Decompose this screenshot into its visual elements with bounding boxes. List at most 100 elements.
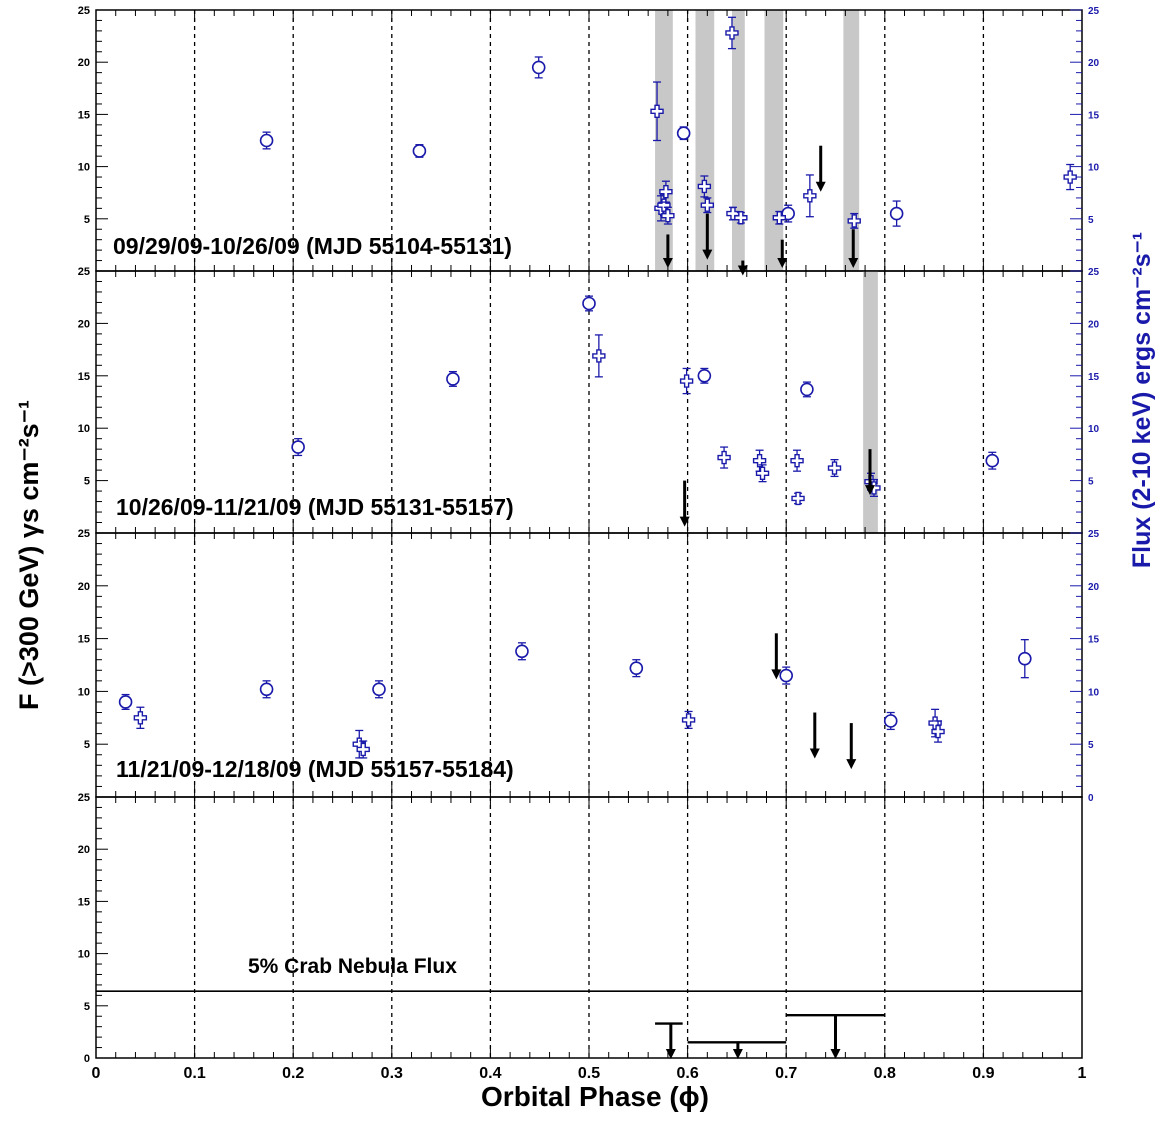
panel-2-xray-point-6 — [790, 453, 804, 468]
panel-4-ytick-label-left: 10 — [78, 949, 90, 961]
panel-4-ytick-label-left: 5 — [84, 1001, 90, 1013]
panel-1-vhe-point-6 — [889, 206, 904, 221]
x-tick-label-1: 0.1 — [183, 1065, 205, 1082]
panel-2-band-1 — [863, 271, 878, 533]
panel-label-4: 5% Crab Nebula Flux — [248, 955, 457, 978]
panel-1-upper-limit-2-head — [702, 249, 713, 260]
panel-2-ytick-label-right: 15 — [1088, 372, 1100, 383]
panel-3-ytick-label-right-zero: 0 — [1088, 793, 1094, 804]
panel-2-ytick-label-right: 5 — [1088, 477, 1094, 488]
x-tick-label-9: 0.9 — [972, 1065, 994, 1082]
panel-3-vhe-point-5 — [629, 661, 644, 675]
panel-3-ytick-label-left: 20 — [78, 581, 90, 593]
panel-3-ytick-label-right: 20 — [1088, 582, 1100, 593]
panel-2-ytick-label-right: 10 — [1088, 424, 1100, 435]
panel-3-xray-point-3 — [356, 742, 370, 757]
panel-1-band-3 — [731, 10, 745, 271]
panel-4-ytick-label-left: 25 — [78, 792, 90, 804]
panel-3-xray-point-1 — [133, 711, 148, 725]
panel-1-xray-point-8 — [725, 26, 739, 40]
panel-3-ytick-label-left: 5 — [84, 739, 90, 751]
panel-1-xray-point-14 — [1063, 170, 1077, 184]
x-tick-label-2: 0.2 — [282, 1065, 304, 1082]
x-tick-label-5: 0.5 — [578, 1065, 600, 1082]
panel-1-ytick-label-left: 5 — [84, 214, 90, 226]
panel-4-ytick-label-left: 15 — [78, 896, 90, 908]
panel-1-upper-limit-5-head — [815, 181, 826, 192]
panel-2-xray-point-5 — [755, 466, 770, 480]
combined-limit-3-head — [830, 1049, 841, 1059]
panel-1-ytick-label-right: 20 — [1088, 58, 1100, 69]
panel-1-band-2 — [695, 10, 715, 271]
panel-2-xray-point-3 — [717, 450, 731, 465]
panel-3-ytick-label-right: 10 — [1088, 687, 1100, 698]
combined-limit-1-head — [665, 1049, 676, 1059]
panel-1-band-4 — [764, 10, 784, 271]
panel-label-1: 09/29/09-10/26/09 (MJD 55104-55131) — [113, 233, 512, 259]
panel-3-ytick-label-left: 15 — [78, 634, 90, 646]
panel-2-vhe-point-5 — [800, 382, 814, 397]
panel-2-xray-point-2 — [679, 374, 694, 388]
panel-2-xray-point-7 — [791, 491, 805, 506]
panel-4-ytick-label-left: 20 — [78, 844, 90, 856]
panel-1-vhe-point-3 — [531, 60, 546, 75]
panel-3-upper-limit-2-head — [809, 748, 820, 759]
panel-1-xray-point-7 — [700, 198, 715, 212]
panel-1-xray-point-12 — [803, 189, 817, 203]
panel-1-xray-point-10 — [734, 211, 748, 225]
panel-1-vhe-point-1 — [259, 133, 274, 148]
panel-2-ytick-label-right: 20 — [1088, 319, 1100, 330]
panel-1-ytick-label-left: 15 — [78, 109, 90, 121]
panel-3-vhe-point-2 — [259, 682, 274, 697]
panel-3-vhe-point-6 — [779, 668, 794, 683]
panel-3-upper-limit-3-head — [846, 759, 857, 770]
panel-2-ytick-label-left: 25 — [78, 266, 90, 278]
panel-2-ytick-label-right: 25 — [1088, 267, 1100, 278]
panel-1-ytick-label-left: 20 — [78, 57, 90, 69]
panel-1-vhe-point-2 — [412, 144, 427, 158]
panel-1-xray-point-13 — [847, 214, 861, 228]
panel-3-xray-point-6 — [931, 724, 945, 739]
panel-3-vhe-point-3 — [372, 682, 386, 697]
x-tick-label-10: 1 — [1078, 1065, 1087, 1082]
panel-2-vhe-point-1 — [291, 440, 305, 454]
panel-2-ytick-label-left: 20 — [78, 318, 90, 330]
panel-2-vhe-point-6 — [985, 453, 1000, 468]
panel-3-ytick-label-right: 25 — [1088, 529, 1100, 540]
panel-3-upper-limit-1-head — [771, 669, 782, 680]
panel-1-xray-point-6 — [697, 179, 712, 194]
panel-1-ytick-label-right: 25 — [1088, 6, 1100, 17]
panel-2-xray-point-1 — [592, 349, 606, 363]
panel-2-ytick-label-left: 15 — [78, 371, 90, 383]
panel-2-xray-point-8 — [827, 461, 842, 475]
panel-3-ytick-label-left: 10 — [78, 686, 90, 698]
panel-1-ytick-label-left: 10 — [78, 162, 90, 174]
panel-1-upper-limit-1-head — [662, 258, 673, 268]
panel-1-xray-point-11 — [772, 211, 786, 225]
x-axis-label: Orbital Phase (ϕ) — [481, 1081, 709, 1112]
panel-2-vhe-point-4 — [697, 368, 712, 383]
panel-3-vhe-point-8 — [1018, 651, 1032, 666]
x-tick-label-8: 0.8 — [874, 1065, 896, 1082]
panel-3-vhe-point-7 — [883, 714, 898, 728]
x-tick-label-6: 0.6 — [676, 1065, 698, 1082]
x-tick-label-7: 0.7 — [775, 1065, 797, 1082]
panel-1-ytick-label-right: 10 — [1088, 163, 1100, 174]
panel-label-2: 10/26/09-11/21/09 (MJD 55131-55157) — [116, 494, 514, 520]
panel-3-ytick-label-right: 5 — [1088, 740, 1094, 751]
panel-1-ytick-label-right: 15 — [1088, 110, 1100, 121]
x-tick-label-3: 0.3 — [381, 1065, 403, 1082]
panel-1-band-5 — [843, 10, 860, 271]
panel-3-xray-point-4 — [681, 713, 696, 727]
panel-1-xray-point-1 — [650, 104, 664, 118]
panel-2-upper-limit-1-head — [679, 516, 690, 527]
panel-1-upper-limit-4-head — [777, 258, 788, 268]
panel-1-ytick-label-right: 5 — [1088, 215, 1094, 226]
x-tick-label-0: 0 — [92, 1065, 101, 1082]
panel-2-vhe-point-3 — [582, 296, 596, 311]
panel-2-ytick-label-left: 5 — [84, 476, 90, 488]
panel-2-vhe-point-2 — [446, 372, 460, 386]
panel-1-ytick-label-left: 25 — [78, 5, 90, 17]
panel-1-vhe-point-4 — [676, 126, 691, 140]
